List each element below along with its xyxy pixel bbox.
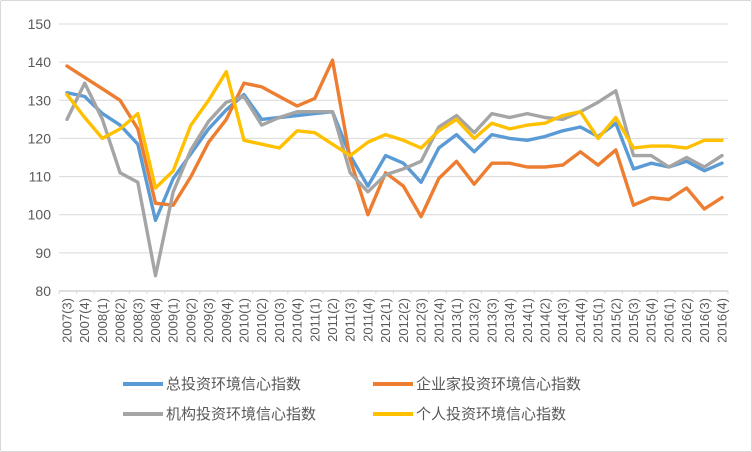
x-axis-tick-label: 2007(3) [60,298,75,343]
legend-item-total-index: 总投资环境信心指数 [123,373,373,394]
x-axis-tick-label: 2014(1) [520,298,535,343]
x-axis-tick-label: 2013(1) [449,298,464,343]
y-axis-tick-label: 150 [28,16,52,32]
x-axis-tick-label: 2009(4) [219,298,234,343]
legend-item-individual-index: 个人投资环境信心指数 [373,403,566,424]
x-axis-tick-label: 2010(2) [254,298,269,343]
series-line-0 [65,90,724,223]
y-axis-tick-label: 90 [35,245,51,261]
x-axis-tick-label: 2012(4) [431,298,446,343]
y-axis-tick-label: 140 [28,54,52,70]
x-axis-tick-label: 2009(1) [166,298,181,343]
legend-row-2: 机构投资环境信心指数 个人投资环境信心指数 [1,403,751,424]
x-axis-tick-label: 2011(1) [307,298,322,342]
legend-label: 个人投资环境信心指数 [416,406,567,423]
x-axis-tick-label: 2010(4) [290,298,305,343]
x-axis-tick-label: 2008(4) [148,298,163,343]
legend-line-swatch-yellow [373,411,413,416]
x-axis-tick-label: 2009(3) [201,298,216,343]
x-axis-tick-label: 2016(3) [697,298,712,343]
y-axis-tick-label: 100 [28,207,52,223]
x-axis-tick-label: 2010(1) [237,298,252,343]
x-axis-tick-label: 2008(2) [113,298,128,343]
x-axis-tick-label: 2008(3) [130,298,145,343]
legend-item-entrepreneur-index: 企业家投资环境信心指数 [373,373,581,394]
x-axis-tick-label: 2011(2) [325,298,340,342]
x-axis-tick-label: 2016(4) [715,298,730,343]
legend-line-swatch-orange [373,381,413,386]
legend-line-swatch-gray [123,411,163,416]
x-axis-tick-label: 2013(3) [484,298,499,343]
legend-label: 企业家投资环境信心指数 [416,376,582,393]
x-axis-tick-label: 2012(3) [414,298,429,343]
x-axis-tick-label: 2008(1) [95,298,110,343]
x-axis-tick-label: 2013(4) [502,298,517,343]
x-axis-tick-label: 2015(2) [608,298,623,343]
y-axis-tick-label: 120 [28,130,52,146]
x-axis-tick-label: 2014(3) [555,298,570,343]
x-axis-tick-label: 2016(2) [679,298,694,343]
y-axis-tick-label: 80 [35,283,51,299]
x-axis-tick-label: 2013(2) [467,298,482,343]
series-line-3 [65,69,724,190]
x-axis-tick-label: 2015(4) [644,298,659,343]
x-axis-tick-label: 2012(2) [396,298,411,343]
legend-row-1: 总投资环境信心指数 企业家投资环境信心指数 [1,373,751,394]
x-axis-tick-label: 2016(1) [661,298,676,343]
series-line-2 [65,81,724,278]
x-axis-tick-label: 2014(2) [537,298,552,343]
x-axis-tick-label: 2009(2) [183,298,198,343]
legend-label: 机构投资环境信心指数 [166,406,317,423]
x-axis-tick-label: 2010(3) [272,298,287,343]
legend-label: 总投资环境信心指数 [166,376,302,393]
x-axis-tick-label: 2014(4) [573,298,588,343]
y-axis-tick-label: 110 [29,169,52,185]
x-axis-tick-label: 2015(1) [591,298,606,343]
y-axis-tick-label: 130 [28,92,52,108]
x-axis-tick-label: 2011(4) [360,298,375,342]
series-line-1 [65,58,724,219]
legend-line-swatch-blue [123,381,163,386]
x-axis-tick-label: 2012(1) [378,298,393,343]
x-axis-tick-label: 2011(3) [343,298,358,342]
x-axis-tick-label: 2007(4) [77,298,92,343]
legend-item-institution-index: 机构投资环境信心指数 [123,403,373,424]
x-axis-tick-label: 2015(3) [626,298,641,343]
chart-legend: 总投资环境信心指数 企业家投资环境信心指数 机构投资环境信心指数 个人投资环境信… [1,373,751,424]
